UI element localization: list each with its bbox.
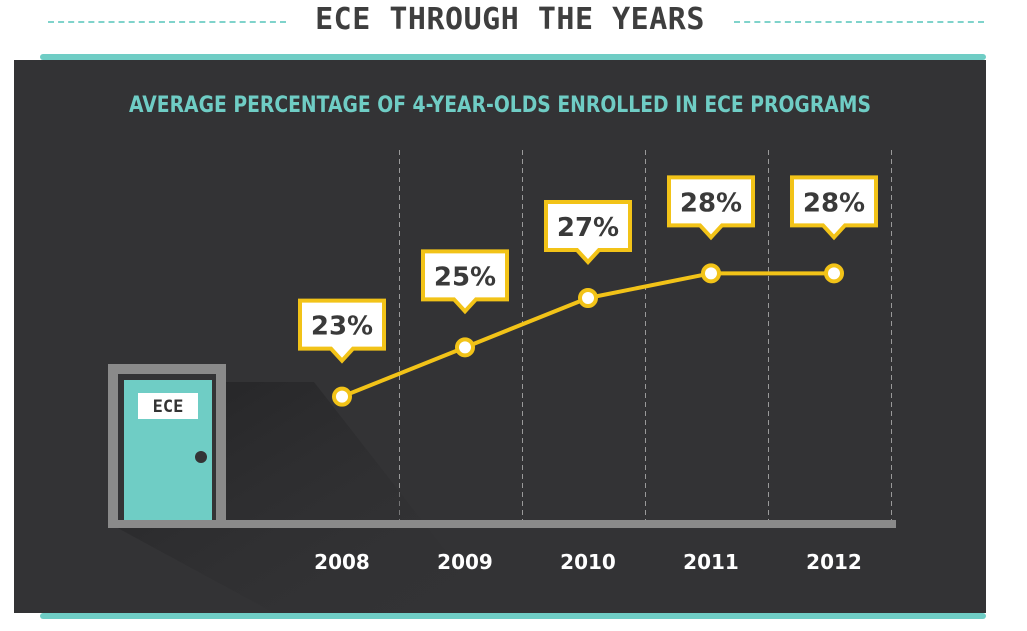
x-tick-label: 2011 [683,550,739,574]
page-title: ECE THROUGH THE YEARS [315,2,705,37]
top-teal-bar [40,54,986,60]
door-knob [195,451,207,463]
data-point [332,386,352,407]
data-label: 28% [803,188,865,218]
header-dash-right [734,21,984,23]
data-label-callout: 23% [298,298,386,364]
chart-panel: ECE AVERAGE PERCENTAGE OF 4-YEAR-OLDS EN… [14,60,986,613]
door-shadow [114,382,494,613]
data-label: 25% [434,262,496,292]
data-point [455,337,475,358]
bottom-teal-bar [40,613,986,619]
callout-box [667,175,755,241]
data-label-callout: 25% [421,249,509,315]
data-label: 27% [557,213,619,243]
data-label: 28% [680,188,742,218]
data-label-callout: 28% [667,175,755,241]
callout-box [544,200,632,265]
data-point [701,263,721,284]
x-tick-label: 2008 [314,550,370,574]
data-label-callout: 27% [544,200,632,265]
door-sign-label: ECE [153,397,184,417]
data-label: 23% [311,312,373,342]
x-tick-label: 2012 [806,550,862,574]
line-chart: ECE AVERAGE PERCENTAGE OF 4-YEAR-OLDS EN… [108,93,896,613]
data-label-callout: 28% [790,175,878,241]
x-tick-label: 2010 [560,550,616,574]
callout-box [298,298,386,364]
door-sign [138,393,198,419]
header-dash-left [48,21,286,23]
chart-title: AVERAGE PERCENTAGE OF 4-YEAR-OLDS ENROLL… [129,93,871,118]
data-point [578,288,598,308]
callout-box [421,249,509,315]
floor-baseline [108,520,896,528]
door-illustration: ECE [108,364,896,613]
data-point [824,263,844,284]
x-tick-label: 2009 [437,550,493,574]
callout-box [790,175,878,241]
